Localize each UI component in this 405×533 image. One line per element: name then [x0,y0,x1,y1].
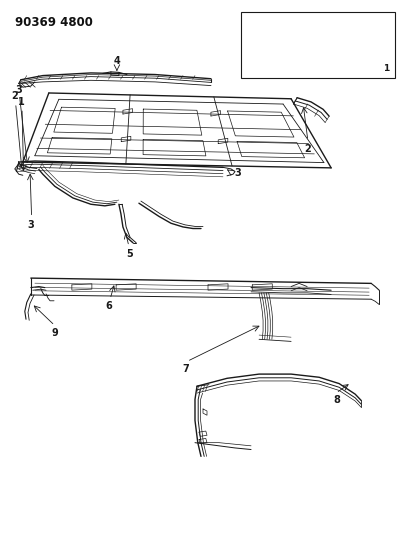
Text: 5: 5 [126,248,133,259]
Text: 7: 7 [182,364,189,374]
Text: 1: 1 [18,96,25,107]
Bar [241,12,394,78]
Text: 2: 2 [304,144,311,154]
Text: 1: 1 [382,64,388,74]
Text: 4: 4 [113,56,120,66]
Text: 3: 3 [15,85,22,94]
Text: 3: 3 [28,220,34,230]
Text: 3: 3 [234,167,241,177]
Text: 8: 8 [333,394,340,405]
Text: 6: 6 [105,301,112,311]
Text: 90369 4800: 90369 4800 [15,16,92,29]
Text: 2: 2 [11,91,18,101]
Text: 9: 9 [51,328,58,338]
